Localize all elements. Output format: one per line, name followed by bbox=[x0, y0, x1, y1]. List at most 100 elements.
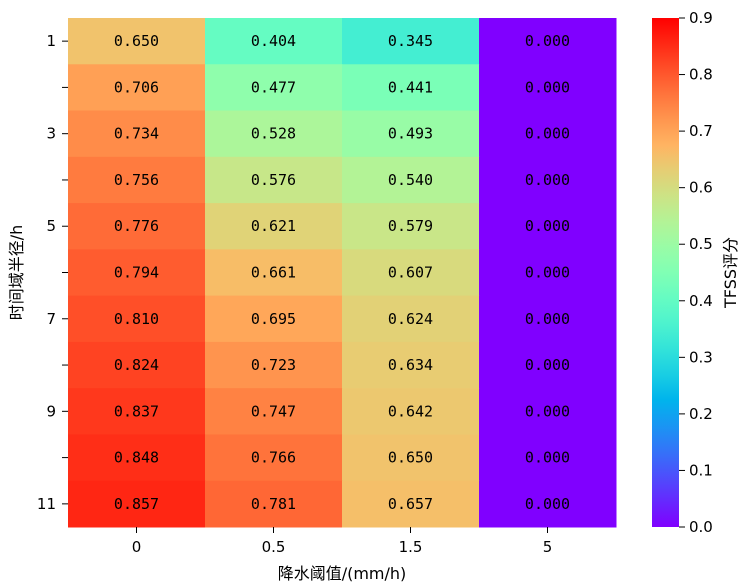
cell-value-label: 0.345 bbox=[388, 32, 433, 50]
x-axis: 0 0.5 1.5 5 bbox=[132, 527, 553, 556]
y-tick-label: 9 bbox=[46, 402, 56, 420]
heatmap-cell bbox=[479, 156, 617, 204]
cell-value-label: 0.794 bbox=[114, 264, 159, 282]
heatmap-cell bbox=[479, 64, 617, 112]
cell-value-label: 0.000 bbox=[525, 310, 570, 328]
heatmap-cell bbox=[205, 341, 343, 389]
cell-value-label: 0.000 bbox=[525, 264, 570, 282]
cell-value-label: 0.607 bbox=[388, 264, 433, 282]
colorbar-label: TFSS评分 bbox=[721, 237, 740, 309]
heatmap-cell bbox=[68, 249, 206, 297]
heatmap-cell bbox=[342, 388, 480, 435]
cell-value-label: 0.540 bbox=[388, 171, 433, 189]
heatmap-cell bbox=[479, 341, 617, 389]
colorbar-ticks: 0.0 0.1 0.2 0.3 0.4 0.5 0.6 0.7 0.8 0.9 bbox=[679, 9, 713, 536]
cell-value-label: 0.650 bbox=[114, 32, 159, 50]
heatmap-cell bbox=[342, 249, 480, 297]
x-axis-title: 降水阈值/(mm/h) bbox=[278, 564, 407, 583]
cell-value-label: 0.528 bbox=[251, 125, 296, 143]
cell-value-label: 0.579 bbox=[388, 217, 433, 235]
cell-value-label: 0.000 bbox=[525, 495, 570, 513]
heatmap-cell bbox=[342, 203, 480, 250]
y-axis-title: 时间域半径/h bbox=[7, 225, 26, 321]
colorbar-tick-label: 0.9 bbox=[689, 9, 713, 27]
cell-value-label: 0.695 bbox=[251, 310, 296, 328]
cell-value-label: 0.848 bbox=[114, 449, 159, 467]
x-tick-label: 0 bbox=[132, 538, 142, 556]
heatmap-cell bbox=[68, 295, 206, 343]
heatmap-cell bbox=[479, 18, 617, 65]
heatmap-cell bbox=[68, 203, 206, 250]
cell-value-label: 0.661 bbox=[251, 264, 296, 282]
colorbar-tick-label: 0.0 bbox=[689, 518, 713, 536]
heatmap-cell bbox=[205, 388, 343, 435]
heatmap-cell bbox=[479, 295, 617, 343]
x-tick-label: 1.5 bbox=[399, 538, 423, 556]
heatmap-cell bbox=[342, 295, 480, 343]
heatmap-cell bbox=[205, 480, 343, 528]
heatmap-cell bbox=[68, 388, 206, 435]
cell-value-label: 0.000 bbox=[525, 449, 570, 467]
heatmap-cell bbox=[342, 434, 480, 482]
y-tick-label: 3 bbox=[46, 125, 56, 143]
cell-value-label: 0.000 bbox=[525, 125, 570, 143]
cell-value-label: 0.477 bbox=[251, 78, 296, 96]
y-tick-label: 11 bbox=[37, 495, 56, 513]
y-tick-label: 7 bbox=[46, 310, 56, 328]
heatmap-cell bbox=[342, 18, 480, 65]
cell-value-label: 0.657 bbox=[388, 495, 433, 513]
heatmap-cell bbox=[205, 156, 343, 204]
colorbar-tick-label: 0.8 bbox=[689, 66, 713, 84]
cell-value-label: 0.857 bbox=[114, 495, 159, 513]
heatmap-cell bbox=[68, 156, 206, 204]
colorbar-tick-label: 0.3 bbox=[689, 348, 713, 366]
cell-value-label: 0.810 bbox=[114, 310, 159, 328]
heatmap-cell bbox=[205, 295, 343, 343]
cell-value-label: 0.634 bbox=[388, 356, 433, 374]
heatmap-cell bbox=[205, 249, 343, 297]
colorbar-tick-label: 0.7 bbox=[689, 122, 713, 140]
heatmap-cell bbox=[479, 249, 617, 297]
heatmap-cell bbox=[479, 480, 617, 528]
cell-value-label: 0.000 bbox=[525, 356, 570, 374]
heatmap-cells: 0.650 0.404 0.345 0.000 0.706 0.477 0.441 0.000… bbox=[68, 18, 617, 528]
colorbar-tick-label: 0.4 bbox=[689, 292, 713, 310]
colorbar-gradient bbox=[652, 18, 679, 527]
heatmap-cell bbox=[479, 110, 617, 158]
cell-value-label: 0.824 bbox=[114, 356, 159, 374]
colorbar-tick-label: 0.1 bbox=[689, 461, 713, 479]
cell-value-label: 0.756 bbox=[114, 171, 159, 189]
x-tick-label: 5 bbox=[543, 538, 553, 556]
heatmap-cell bbox=[68, 480, 206, 528]
cell-value-label: 0.404 bbox=[251, 32, 296, 50]
heatmap-cell bbox=[342, 110, 480, 158]
heatmap-cell bbox=[479, 434, 617, 482]
heatmap-cell bbox=[342, 480, 480, 528]
cell-value-label: 0.000 bbox=[525, 217, 570, 235]
heatmap-cell bbox=[68, 64, 206, 112]
cell-value-label: 0.000 bbox=[525, 402, 570, 420]
cell-value-label: 0.576 bbox=[251, 171, 296, 189]
heatmap-cell bbox=[205, 434, 343, 482]
colorbar-tick-label: 0.2 bbox=[689, 405, 713, 423]
heatmap-cell bbox=[479, 388, 617, 435]
heatmap-cell bbox=[342, 341, 480, 389]
cell-value-label: 0.766 bbox=[251, 449, 296, 467]
heatmap-cell bbox=[342, 156, 480, 204]
heatmap-cell bbox=[342, 64, 480, 112]
heatmap-cell bbox=[68, 18, 206, 65]
colorbar-tick-label: 0.6 bbox=[689, 179, 713, 197]
cell-value-label: 0.493 bbox=[388, 125, 433, 143]
cell-value-label: 0.837 bbox=[114, 402, 159, 420]
y-tick-label: 1 bbox=[46, 32, 56, 50]
cell-value-label: 0.747 bbox=[251, 402, 296, 420]
colorbar-tick-label: 0.5 bbox=[689, 235, 713, 253]
heatmap-cell bbox=[68, 110, 206, 158]
heatmap-cell bbox=[205, 64, 343, 112]
x-tick-label: 0.5 bbox=[262, 538, 286, 556]
cell-value-label: 0.624 bbox=[388, 310, 433, 328]
cell-value-label: 0.621 bbox=[251, 217, 296, 235]
colorbar: 0.0 0.1 0.2 0.3 0.4 0.5 0.6 0.7 0.8 0.9 bbox=[652, 9, 713, 536]
cell-value-label: 0.000 bbox=[525, 78, 570, 96]
